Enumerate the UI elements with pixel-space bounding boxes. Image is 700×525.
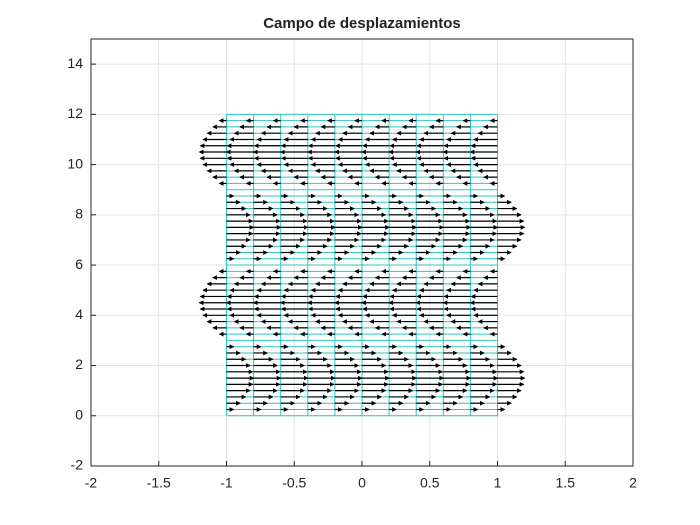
y-tick-label: 4 <box>75 306 83 322</box>
x-tick-label: 1 <box>494 475 502 491</box>
y-tick-label: 6 <box>75 256 83 272</box>
x-tick-label: -2 <box>85 475 98 491</box>
x-tick-label: 2 <box>629 475 637 491</box>
y-tick-label: -2 <box>71 457 84 473</box>
x-tick-label: 0.5 <box>420 475 440 491</box>
y-tick-label: 0 <box>75 406 83 422</box>
arrow-layer <box>198 118 526 412</box>
y-tick-label: 12 <box>67 105 83 121</box>
chart-title: Campo de desplazamientos <box>263 15 461 32</box>
x-tick-label: -1 <box>220 475 233 491</box>
x-tick-label: -0.5 <box>282 475 306 491</box>
x-tick-label: 0 <box>358 475 366 491</box>
y-tick-label: 8 <box>75 206 83 222</box>
x-tick-label: -1.5 <box>147 475 171 491</box>
y-tick-label: 14 <box>67 55 83 71</box>
y-tick-label: 10 <box>67 155 83 171</box>
tick-layer: -2 -1.5 -1 -0.5 0 0.5 1 1.5 2 -2 0 2 4 6 8 10 12 14 <box>67 55 637 491</box>
y-tick-label: 2 <box>75 356 83 372</box>
x-tick-label: 1.5 <box>556 475 576 491</box>
